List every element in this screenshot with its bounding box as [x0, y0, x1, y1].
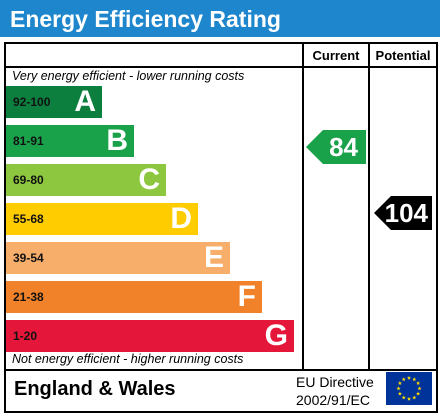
region-label: England & Wales: [14, 378, 176, 400]
eu-star-icon: [412, 395, 417, 400]
band-range: 69-80: [13, 173, 44, 187]
band-range: 81-91: [13, 134, 44, 148]
potential-rating-arrow: 104: [374, 196, 432, 230]
eu-star-icon: [397, 391, 402, 396]
eu-star-icon: [416, 391, 421, 396]
band-range: 39-54: [13, 251, 44, 265]
current-rating-value: 84: [329, 132, 358, 162]
band-d: 55-68 D: [6, 202, 198, 235]
band-c: 69-80 C: [6, 163, 166, 196]
eu-star-icon: [417, 386, 422, 391]
band-f: 21-38 F: [6, 280, 262, 313]
band-letter: E: [203, 241, 224, 274]
title-bar: Energy Efficiency Rating: [0, 0, 440, 37]
band-letter: B: [106, 124, 128, 157]
column-divider-current: [302, 42, 304, 371]
footer-divider: [4, 369, 438, 371]
eu-star-icon: [406, 375, 412, 380]
eu-star-icon: [406, 396, 412, 401]
band-e: 39-54 E: [6, 241, 230, 274]
page-title: Energy Efficiency Rating: [10, 6, 281, 32]
band-g: 1-20 G: [6, 319, 294, 352]
band-a: 92-100 A: [6, 85, 102, 118]
band-letter: D: [170, 202, 192, 235]
band-range: 21-38: [13, 290, 44, 304]
potential-column-header: Potential: [375, 48, 431, 63]
eu-directive: EU Directive 2002/91/EC: [296, 374, 374, 408]
band-range: 55-68: [13, 212, 44, 226]
potential-arrow-shape: [374, 196, 432, 230]
potential-rating-value: 104: [384, 198, 428, 228]
band-range: 92-100: [13, 95, 51, 109]
eu-flag-icon: [386, 372, 432, 405]
eu-stars: [396, 375, 422, 401]
band-range: 1-20: [13, 329, 38, 343]
header-divider: [4, 66, 438, 68]
current-arrow-shape: [306, 130, 366, 164]
band-letter: A: [74, 85, 96, 118]
eu-star-icon: [412, 377, 417, 382]
eu-star-icon: [416, 381, 421, 386]
rating-frame: [4, 42, 438, 413]
eu-star-icon: [397, 381, 402, 386]
band-letter: C: [138, 163, 160, 196]
eu-star-icon: [396, 386, 401, 391]
column-divider-potential: [368, 42, 370, 371]
current-column-header: Current: [312, 48, 360, 63]
bottom-note: Not energy efficient - higher running co…: [12, 352, 244, 366]
current-rating-arrow: 84: [306, 130, 366, 164]
eu-star-icon: [401, 395, 406, 400]
band-letter: F: [237, 280, 256, 313]
band-b: 81-91 B: [6, 124, 134, 157]
eu-star-icon: [401, 377, 406, 382]
directive-line-1: EU Directive: [296, 374, 374, 390]
top-note: Very energy efficient - lower running co…: [12, 69, 245, 83]
band-letter: G: [264, 319, 288, 352]
directive-line-2: 2002/91/EC: [296, 392, 370, 408]
